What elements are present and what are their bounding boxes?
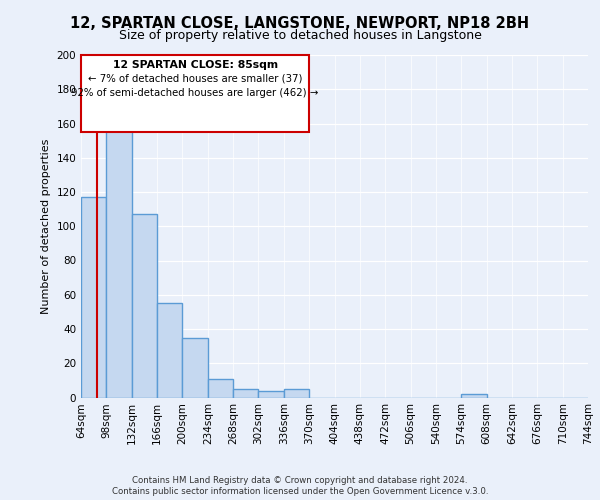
Bar bbox=[284, 389, 309, 398]
Bar bbox=[182, 338, 208, 398]
FancyBboxPatch shape bbox=[81, 55, 309, 132]
Text: Contains HM Land Registry data © Crown copyright and database right 2024.: Contains HM Land Registry data © Crown c… bbox=[132, 476, 468, 485]
Bar bbox=[106, 118, 132, 398]
Bar bbox=[208, 378, 233, 398]
Text: 12 SPARTAN CLOSE: 85sqm: 12 SPARTAN CLOSE: 85sqm bbox=[113, 60, 278, 70]
Y-axis label: Number of detached properties: Number of detached properties bbox=[41, 138, 51, 314]
Text: 12, SPARTAN CLOSE, LANGSTONE, NEWPORT, NP18 2BH: 12, SPARTAN CLOSE, LANGSTONE, NEWPORT, N… bbox=[70, 16, 530, 32]
Bar bbox=[233, 389, 259, 398]
Bar bbox=[461, 394, 487, 398]
Bar bbox=[157, 304, 182, 398]
Bar bbox=[81, 197, 106, 398]
Text: Contains public sector information licensed under the Open Government Licence v.: Contains public sector information licen… bbox=[112, 487, 488, 496]
Text: ← 7% of detached houses are smaller (37): ← 7% of detached houses are smaller (37) bbox=[88, 74, 302, 84]
Bar bbox=[132, 214, 157, 398]
Text: Size of property relative to detached houses in Langstone: Size of property relative to detached ho… bbox=[119, 28, 481, 42]
Bar bbox=[259, 390, 284, 398]
Text: 92% of semi-detached houses are larger (462) →: 92% of semi-detached houses are larger (… bbox=[71, 88, 319, 98]
